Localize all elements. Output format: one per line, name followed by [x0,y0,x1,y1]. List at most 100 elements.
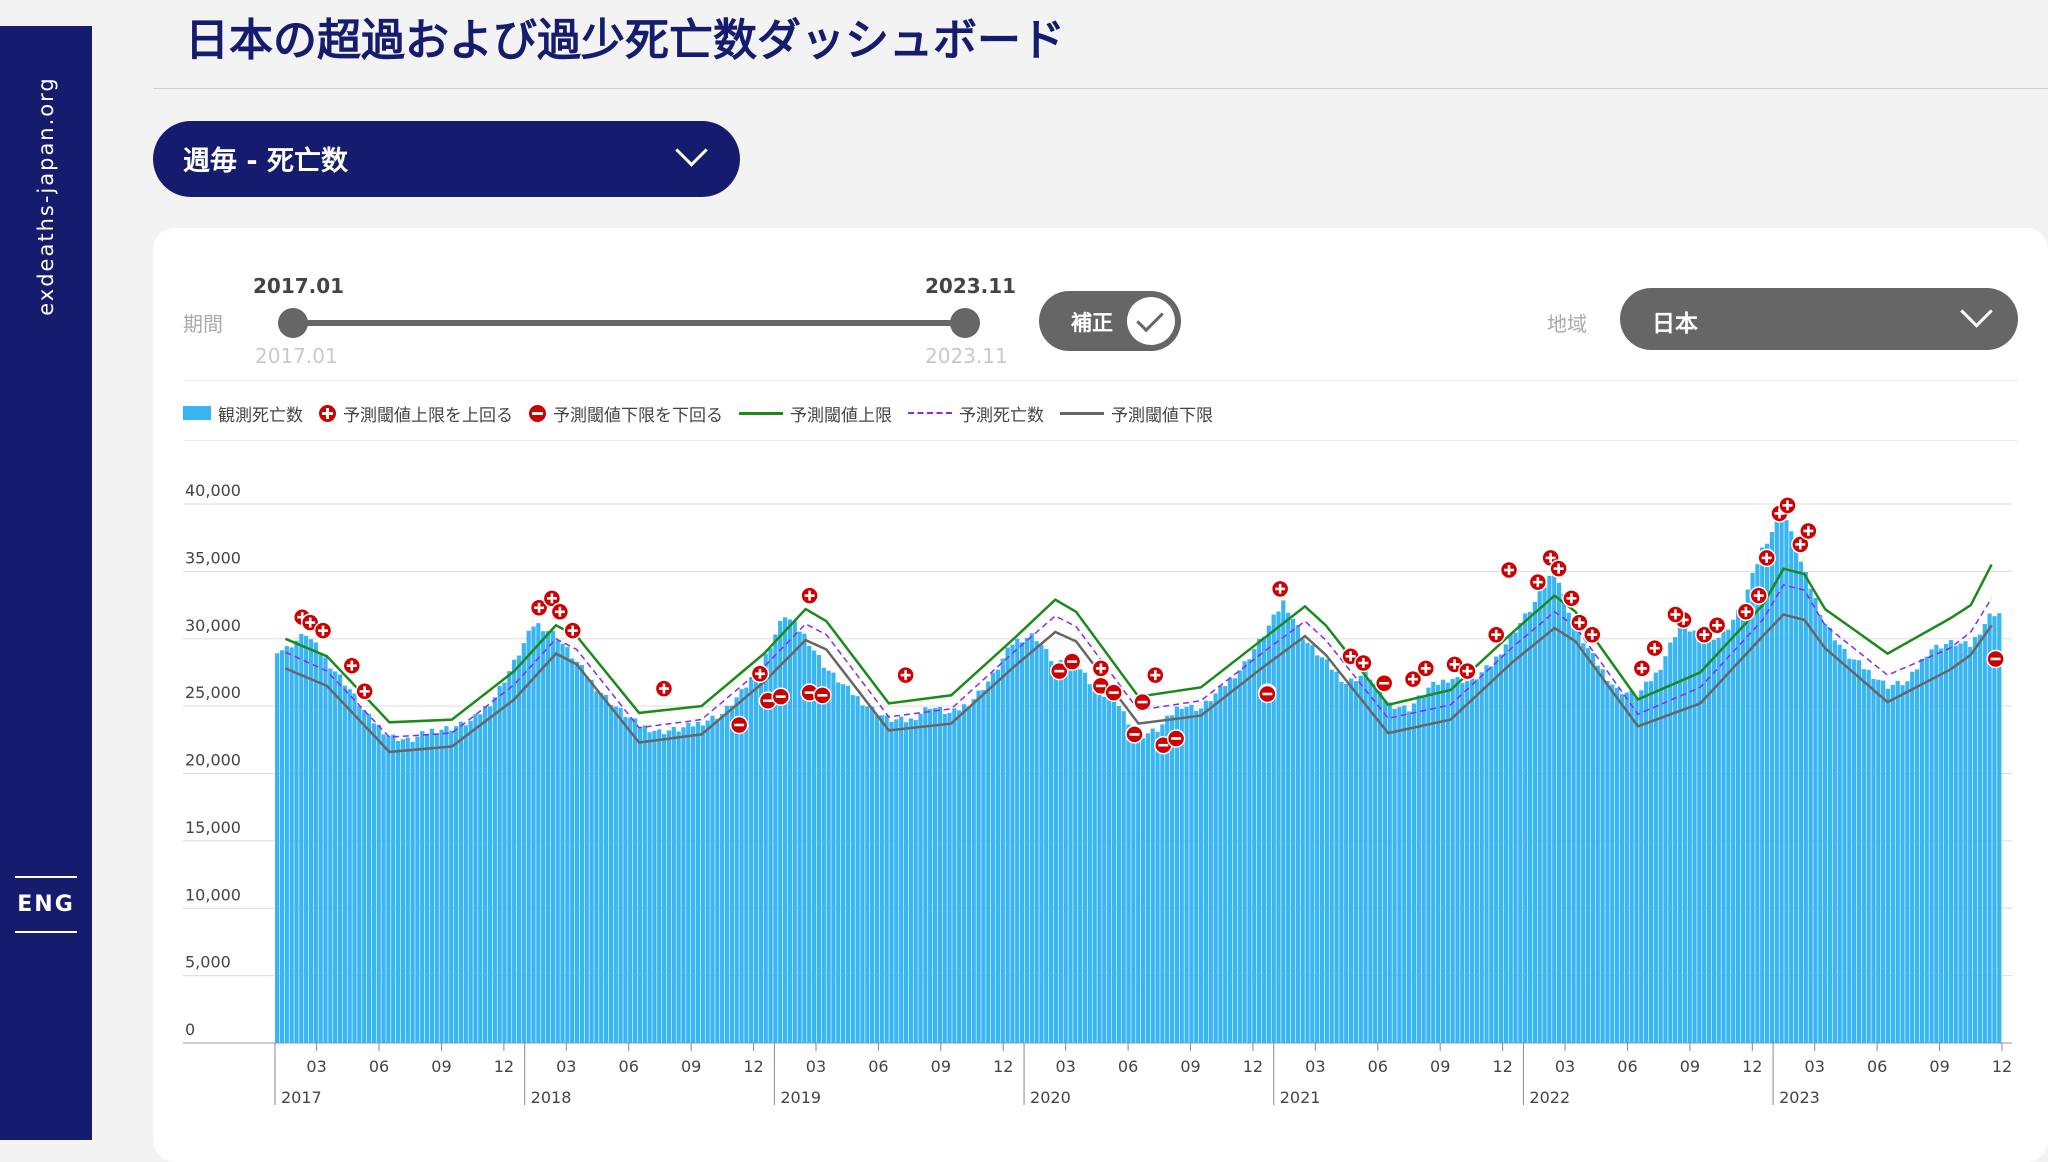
above-threshold-marker[interactable] [1645,638,1664,658]
above-threshold-marker[interactable] [1707,616,1727,635]
above-threshold-marker[interactable] [1791,535,1810,554]
period-slider-track[interactable] [293,320,965,326]
observed-bar [1653,672,1658,1043]
chart-card: 期間 2017.01 2023.11 2017.01 2023.11 補正 地域… [153,228,2048,1162]
observed-bar [1324,659,1329,1043]
observed-bar [1881,680,1886,1043]
language-switch-button[interactable]: ENG [15,876,77,933]
region-label: 地域 [1547,312,1587,336]
below-threshold-marker[interactable] [771,687,791,706]
above-threshold-marker[interactable] [1549,559,1568,578]
below-threshold-marker[interactable] [1104,683,1123,702]
above-threshold-marker[interactable] [1270,579,1290,599]
above-threshold-marker[interactable] [1736,602,1756,622]
observed-bar [1745,589,1750,1043]
observed-bar [555,640,560,1043]
observed-bar [1885,688,1891,1043]
below-threshold-marker[interactable] [1050,661,1069,681]
above-threshold-marker[interactable] [1354,653,1373,673]
observed-bar [1044,649,1049,1043]
observed-bar [541,631,546,1043]
observed-bar [1644,681,1649,1043]
above-threshold-marker[interactable] [563,621,582,640]
above-threshold-marker[interactable] [1528,572,1548,592]
observed-bar [845,685,851,1043]
above-threshold-marker[interactable] [1632,659,1652,678]
observed-bar [1479,672,1484,1043]
below-threshold-marker[interactable] [1133,692,1152,712]
observed-bar [1242,661,1247,1043]
above-threshold-marker[interactable] [654,679,674,698]
green-line-icon [739,411,783,415]
legend-upper[interactable]: 予測閾値上限 [739,401,892,426]
above-threshold-marker[interactable] [1749,586,1768,605]
above-threshold-marker[interactable] [1695,625,1714,644]
above-threshold-marker[interactable] [355,682,374,701]
above-threshold-marker[interactable] [1458,661,1477,681]
below-threshold-marker[interactable] [1062,652,1082,671]
above-threshold-marker[interactable] [1416,659,1436,678]
below-threshold-marker[interactable] [1125,725,1144,744]
observed-bar [545,631,551,1043]
below-threshold-marker[interactable] [1166,729,1186,748]
observed-bar [1237,670,1242,1043]
observed-bar [1339,681,1344,1043]
above-threshold-marker[interactable] [1562,589,1581,608]
above-threshold-marker[interactable] [550,602,570,622]
observed-bar [957,710,962,1043]
observed-bar [1789,531,1794,1043]
above-threshold-marker[interactable] [800,586,819,605]
above-threshold-marker[interactable] [342,656,362,675]
above-threshold-marker[interactable] [1778,496,1797,515]
month-tick-label: 03 [1305,1057,1325,1076]
legend-above[interactable]: 予測閾値上限を上回る [319,401,513,426]
above-threshold-marker[interactable] [1091,659,1111,678]
observed-bar [1131,729,1136,1043]
above-threshold-marker[interactable] [1799,521,1818,541]
legend-below[interactable]: 予測閾値下限を下回る [529,401,723,426]
below-threshold-marker[interactable] [1986,649,2005,669]
mode-select-value: 週毎 - 死亡数 [183,146,349,177]
observed-bar [1895,680,1900,1043]
mode-select[interactable]: 週毎 - 死亡数 [153,121,740,197]
observed-bar [686,722,691,1043]
above-threshold-marker[interactable] [1499,560,1519,580]
above-threshold-marker[interactable] [1583,625,1602,644]
site-name[interactable]: exdeaths-japan.org [34,76,58,316]
legend-expected[interactable]: 予測死亡数 [908,401,1044,426]
range-end-handle[interactable] [950,308,980,338]
observed-bar [724,705,730,1043]
above-threshold-marker[interactable] [896,665,915,685]
legend-lower[interactable]: 予測閾値下限 [1060,401,1213,426]
correction-toggle[interactable]: 補正 [1039,291,1181,351]
above-threshold-marker[interactable] [1486,625,1506,644]
observed-bar [913,720,918,1043]
above-threshold-marker[interactable] [1403,669,1423,689]
above-threshold-marker[interactable] [529,598,549,618]
observed-bar [1561,593,1567,1043]
range-start-handle[interactable] [278,308,308,338]
above-threshold-marker[interactable] [1757,548,1776,568]
below-threshold-marker[interactable] [1374,673,1394,693]
observed-bar [357,705,362,1043]
above-threshold-marker[interactable] [1146,665,1165,685]
below-threshold-marker[interactable] [1258,684,1277,704]
observed-bar [1866,669,1871,1043]
below-threshold-marker[interactable] [813,686,832,705]
above-threshold-marker[interactable] [542,589,562,608]
observed-bar [657,729,662,1043]
observed-bar [304,635,309,1043]
observed-bar [1610,684,1615,1043]
region-select[interactable]: 日本 [1620,288,2018,350]
above-threshold-marker[interactable] [750,664,770,684]
observed-bar [1706,633,1712,1043]
observed-bar [1160,724,1165,1043]
above-threshold-marker[interactable] [1666,605,1685,624]
above-threshold-marker[interactable] [1570,613,1589,632]
below-threshold-marker[interactable] [729,715,749,735]
observed-bar [1227,678,1233,1043]
observed-bar [608,704,614,1043]
legend-observed[interactable]: 観測死亡数 [183,401,303,426]
above-threshold-marker[interactable] [313,621,333,640]
observed-bar [1958,643,1963,1043]
